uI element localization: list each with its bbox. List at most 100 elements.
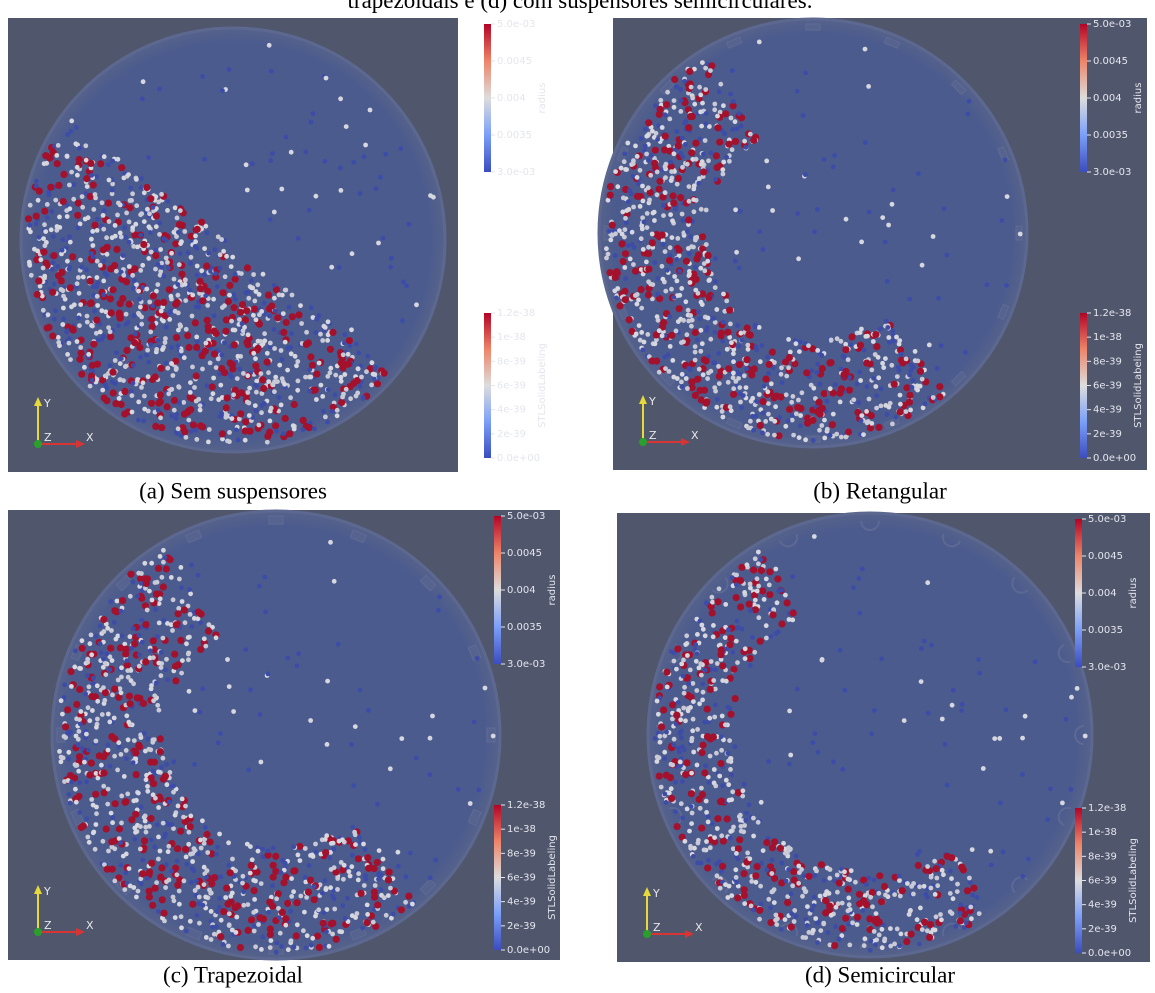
- particle: [1069, 695, 1074, 700]
- particle: [738, 818, 743, 823]
- particle: [643, 144, 648, 149]
- particle: [381, 857, 386, 862]
- particle: [91, 830, 96, 835]
- particle: [154, 681, 159, 686]
- particle: [404, 874, 409, 879]
- particle: [142, 561, 147, 566]
- particle: [316, 944, 323, 951]
- particle: [724, 679, 729, 684]
- particle: [111, 262, 118, 269]
- particle: [721, 320, 726, 325]
- particle: [703, 87, 708, 92]
- particle: [108, 764, 113, 769]
- particle: [891, 381, 898, 388]
- particle: [661, 146, 668, 153]
- particle: [849, 868, 854, 873]
- particle: [102, 689, 109, 696]
- particle: [197, 646, 204, 653]
- axis-label: Z: [44, 431, 52, 444]
- particle: [709, 609, 716, 616]
- particle: [149, 902, 156, 909]
- particle: [256, 922, 261, 927]
- particle: [670, 192, 677, 199]
- particle: [907, 373, 912, 378]
- particle: [165, 260, 170, 265]
- particle: [237, 317, 242, 322]
- particle: [660, 706, 667, 713]
- particle: [659, 231, 666, 238]
- particle: [131, 363, 136, 368]
- particle: [822, 878, 827, 883]
- particle: [642, 220, 647, 225]
- particle: [335, 887, 340, 892]
- particle: [662, 133, 669, 140]
- particle: [142, 190, 147, 195]
- particle: [700, 698, 705, 703]
- particle: [721, 292, 726, 297]
- particle: [145, 876, 150, 881]
- particle: [862, 348, 867, 353]
- particle: [715, 397, 720, 402]
- particle: [663, 669, 670, 676]
- axis-label: Z: [649, 429, 657, 442]
- particle: [161, 560, 166, 565]
- particle: [386, 869, 393, 876]
- particle: [288, 395, 293, 400]
- particle: [656, 683, 663, 690]
- particle: [800, 894, 805, 899]
- particle: [241, 874, 246, 879]
- colorbar-tick-label: 0.0e+00: [1088, 948, 1131, 959]
- particle: [198, 620, 203, 625]
- particle: [656, 186, 663, 193]
- particle: [144, 777, 149, 782]
- particle: [931, 395, 936, 400]
- particle: [157, 87, 162, 92]
- particle: [169, 575, 174, 580]
- particle: [119, 863, 124, 868]
- particle: [101, 665, 106, 670]
- particle: [827, 876, 832, 881]
- particle: [622, 151, 627, 156]
- particle: [77, 810, 82, 815]
- particle: [660, 264, 665, 269]
- particle: [331, 841, 336, 846]
- particle: [119, 356, 124, 361]
- particle: [483, 686, 488, 691]
- particle: [815, 399, 822, 406]
- particle: [703, 668, 708, 673]
- particle: [666, 353, 671, 358]
- particle: [414, 756, 419, 761]
- particle: [324, 929, 329, 934]
- particle: [181, 606, 188, 613]
- particle: [877, 933, 882, 938]
- particle: [274, 314, 281, 321]
- particle: [224, 254, 229, 259]
- particle: [192, 762, 197, 767]
- particle: [62, 682, 67, 687]
- particle: [41, 266, 46, 271]
- particle: [684, 376, 689, 381]
- particle: [692, 102, 697, 107]
- axis-label: Y: [648, 395, 656, 408]
- colorbar-tick-label: 0.0035: [497, 130, 532, 141]
- particle: [604, 246, 609, 251]
- particle: [93, 634, 98, 639]
- particle: [211, 874, 218, 881]
- particle: [163, 832, 168, 837]
- particle: [83, 175, 90, 182]
- particle: [805, 904, 810, 909]
- particle: [725, 365, 732, 372]
- particle: [637, 286, 644, 293]
- particle: [640, 348, 645, 353]
- particle: [679, 340, 684, 345]
- particle: [195, 339, 200, 344]
- particle: [138, 233, 143, 238]
- particle: [672, 295, 677, 300]
- particle: [659, 785, 664, 790]
- particle: [848, 333, 855, 340]
- particle: [208, 269, 213, 274]
- particle: [189, 255, 194, 260]
- particle: [880, 945, 885, 950]
- particle: [1060, 801, 1065, 806]
- particle: [857, 611, 862, 616]
